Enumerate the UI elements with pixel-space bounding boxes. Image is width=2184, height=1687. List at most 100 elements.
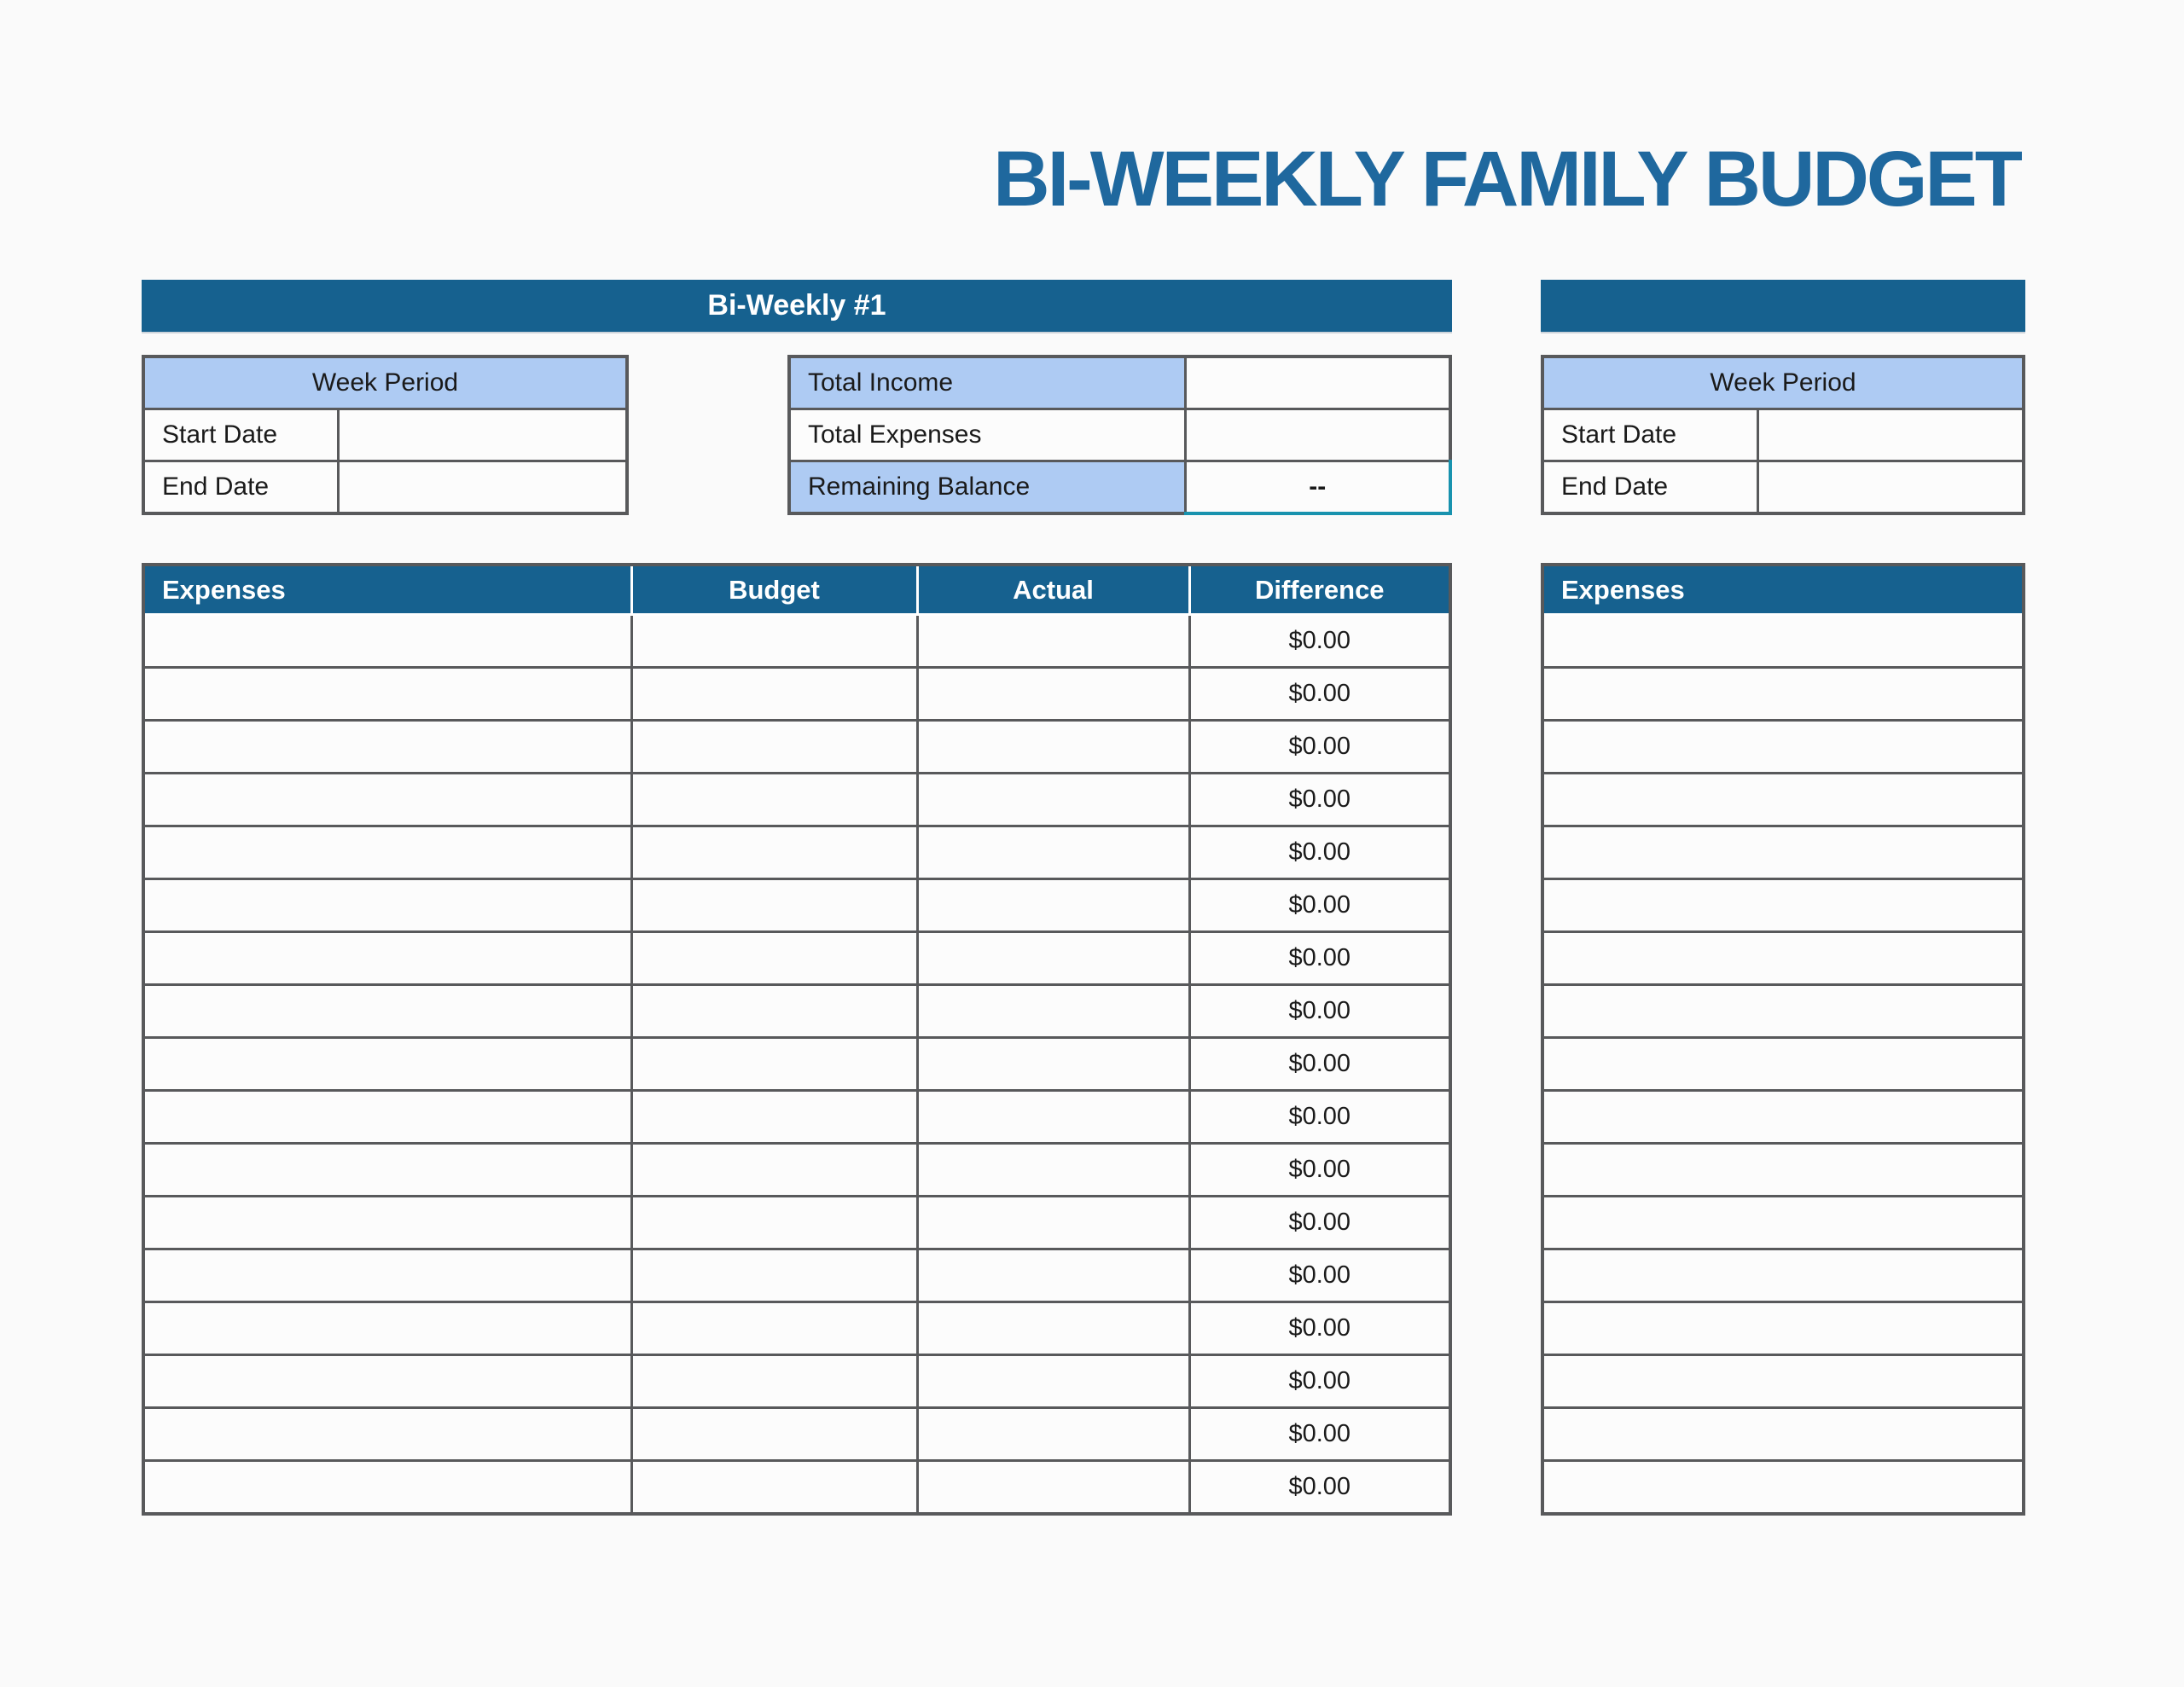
expense-cell[interactable] [1541,613,2025,669]
remaining-balance-value-cell[interactable]: -- [1183,460,1452,515]
expense-cell[interactable] [142,772,633,827]
week-period-header: Week Period [1541,355,2025,410]
total-expenses-value-cell[interactable] [1183,408,1452,462]
expense-cell[interactable] [1541,772,2025,827]
expense-cell[interactable] [142,930,633,986]
difference-cell[interactable]: $0.00 [1188,666,1452,722]
expense-cell[interactable] [1541,1142,2025,1197]
actual-cell[interactable] [915,983,1191,1039]
expense-cell[interactable] [1541,1089,2025,1145]
difference-cell[interactable]: $0.00 [1188,772,1452,827]
expense-cell[interactable] [142,719,633,774]
budget-cell[interactable] [630,1195,919,1250]
actual-cell[interactable] [915,666,1191,722]
expense-cell[interactable] [1541,1406,2025,1462]
expense-cell[interactable] [1541,719,2025,774]
budget-cell[interactable] [630,825,919,880]
budget-cell[interactable] [630,613,919,669]
expense-row: $0.00 [142,878,1452,933]
expense-cell[interactable] [1541,930,2025,986]
expense-cell[interactable] [142,1142,633,1197]
actual-cell[interactable] [915,1195,1191,1250]
total-income-value-cell[interactable] [1183,355,1452,410]
page-title: BI-WEEKLY FAMILY BUDGET [993,136,2023,223]
budget-cell[interactable] [630,1354,919,1409]
budget-cell[interactable] [630,878,919,933]
difference-cell[interactable]: $0.00 [1188,1036,1452,1092]
expense-row: $0.00 [142,1459,1452,1516]
expense-cell[interactable] [1541,1354,2025,1409]
actual-cell[interactable] [915,1036,1191,1092]
actual-cell[interactable] [915,613,1191,669]
difference-cell[interactable]: $0.00 [1188,1248,1452,1303]
budget-cell[interactable] [630,1142,919,1197]
actual-cell[interactable] [915,1459,1191,1516]
difference-cell[interactable]: $0.00 [1188,1195,1452,1250]
expense-cell[interactable] [142,666,633,722]
difference-cell[interactable]: $0.00 [1188,1354,1452,1409]
difference-cell[interactable]: $0.00 [1188,1459,1452,1516]
end-date-value-cell[interactable] [336,460,629,515]
actual-cell[interactable] [915,1301,1191,1356]
expense-cell[interactable] [1541,1459,2025,1516]
biweekly2-expense-table: Expenses [1541,563,2025,1516]
actual-cell[interactable] [915,1089,1191,1145]
expense-cell[interactable] [1541,983,2025,1039]
budget-cell[interactable] [630,1089,919,1145]
difference-cell[interactable]: $0.00 [1188,1301,1452,1356]
difference-cell[interactable]: $0.00 [1188,825,1452,880]
budget-cell[interactable] [630,1248,919,1303]
budget-cell[interactable] [630,930,919,986]
actual-cell[interactable] [915,1142,1191,1197]
actual-cell[interactable] [915,772,1191,827]
expense-cell[interactable] [1541,878,2025,933]
budget-cell[interactable] [630,983,919,1039]
difference-cell[interactable]: $0.00 [1188,878,1452,933]
expense-cell[interactable] [1541,1301,2025,1356]
expense-cell[interactable] [142,1036,633,1092]
expense-row [1541,825,2025,880]
expense-cell[interactable] [142,1248,633,1303]
expense-cell[interactable] [142,1195,633,1250]
difference-cell[interactable]: $0.00 [1188,1089,1452,1145]
difference-cell[interactable]: $0.00 [1188,983,1452,1039]
budget-cell[interactable] [630,1459,919,1516]
actual-cell[interactable] [915,719,1191,774]
expense-cell[interactable] [1541,1195,2025,1250]
expense-row: $0.00 [142,825,1452,880]
biweekly2-section-bar [1541,280,2025,332]
budget-cell[interactable] [630,719,919,774]
expense-cell[interactable] [1541,825,2025,880]
difference-cell[interactable]: $0.00 [1188,1142,1452,1197]
actual-cell[interactable] [915,1406,1191,1462]
actual-cell[interactable] [915,825,1191,880]
start-date-value-cell[interactable] [336,408,629,462]
difference-cell[interactable]: $0.00 [1188,719,1452,774]
actual-cell[interactable] [915,1354,1191,1409]
actual-cell[interactable] [915,930,1191,986]
start-date-value-cell[interactable] [1756,408,2025,462]
expense-cell[interactable] [1541,666,2025,722]
difference-cell[interactable]: $0.00 [1188,930,1452,986]
expense-cell[interactable] [142,1301,633,1356]
budget-cell[interactable] [630,1036,919,1092]
expense-cell[interactable] [142,1089,633,1145]
expense-cell[interactable] [142,1406,633,1462]
expense-cell[interactable] [1541,1248,2025,1303]
expense-cell[interactable] [142,983,633,1039]
budget-cell[interactable] [630,772,919,827]
difference-cell[interactable]: $0.00 [1188,613,1452,669]
budget-cell[interactable] [630,1301,919,1356]
actual-cell[interactable] [915,1248,1191,1303]
expense-cell[interactable] [142,613,633,669]
end-date-value-cell[interactable] [1756,460,2025,515]
expense-cell[interactable] [142,825,633,880]
budget-cell[interactable] [630,1406,919,1462]
expense-cell[interactable] [142,1459,633,1516]
expense-cell[interactable] [142,1354,633,1409]
difference-cell[interactable]: $0.00 [1188,1406,1452,1462]
budget-cell[interactable] [630,666,919,722]
expense-cell[interactable] [1541,1036,2025,1092]
actual-cell[interactable] [915,878,1191,933]
expense-cell[interactable] [142,878,633,933]
